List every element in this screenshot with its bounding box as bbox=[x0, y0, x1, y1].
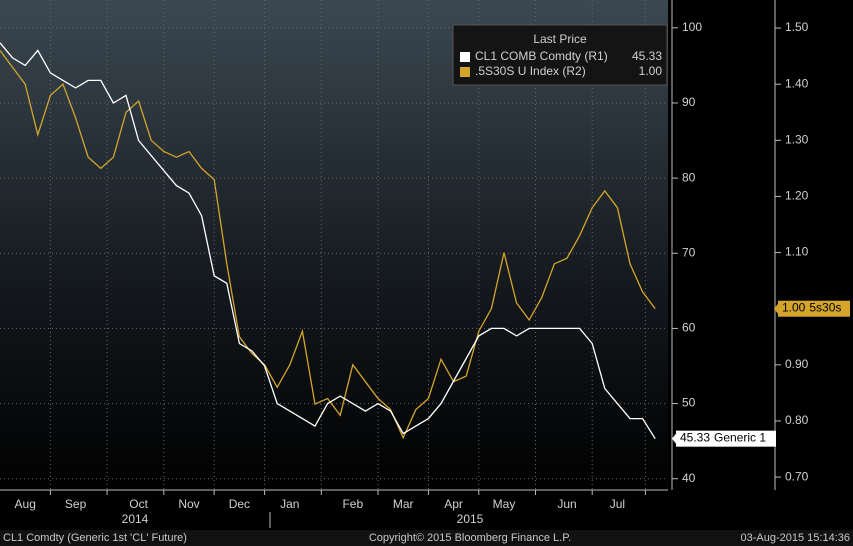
y-tick-label: 60 bbox=[682, 321, 696, 335]
plot bbox=[0, 0, 668, 490]
end-tag-label: 1.00 5s30s bbox=[782, 301, 841, 315]
y-tick-label: 50 bbox=[682, 396, 696, 410]
end-tag bbox=[778, 300, 850, 317]
legend-value: 45.33 bbox=[632, 49, 662, 63]
end-tag-name: Generic 1 bbox=[714, 431, 766, 445]
legend-value: 1.00 bbox=[639, 64, 663, 78]
y-tick-label: 40 bbox=[682, 471, 696, 485]
end-tag bbox=[676, 430, 776, 447]
x-tick-label: Aug bbox=[15, 497, 36, 511]
x-tick-label: Feb bbox=[342, 497, 363, 511]
legend-swatch bbox=[460, 67, 470, 77]
y-tick-label: 70 bbox=[682, 245, 696, 259]
series-line bbox=[0, 42, 656, 440]
y2-tick-label: 1.30 bbox=[785, 132, 809, 146]
year-label: 2015 bbox=[457, 512, 484, 526]
x-tick-label: Jan bbox=[280, 497, 299, 511]
year-label: 2014 bbox=[122, 512, 149, 526]
y-tick-label: 100 bbox=[682, 20, 702, 34]
y2-tick-label: 1.50 bbox=[785, 20, 809, 34]
x-tick-label: Oct bbox=[129, 497, 148, 511]
y-tick-label: 80 bbox=[682, 170, 696, 184]
end-tag-pointer bbox=[774, 303, 778, 314]
x-tick-label: May bbox=[493, 497, 516, 511]
footer-right: 03-Aug-2015 15:14:36 bbox=[741, 532, 850, 544]
x-tick-label: Apr bbox=[444, 497, 463, 511]
x-tick-label: Mar bbox=[393, 497, 414, 511]
footer-left: CL1 Comdty (Generic 1st 'CL' Future) bbox=[3, 532, 187, 544]
y2-tick-label: 1.40 bbox=[785, 76, 809, 90]
legend-box bbox=[452, 24, 668, 86]
y2-tick-label: 0.80 bbox=[785, 413, 809, 427]
legend-swatch bbox=[460, 52, 470, 62]
y2-tick-label: 1.10 bbox=[785, 245, 809, 259]
y2-tick-label: 1.20 bbox=[785, 189, 809, 203]
series-line bbox=[0, 50, 656, 440]
end-tag-label: 45.33 Generic 1 bbox=[680, 431, 766, 445]
end-tag-name: 5s30s bbox=[809, 301, 841, 315]
x-tick-label: Sep bbox=[65, 497, 87, 511]
y2-tick-label: 0.90 bbox=[785, 357, 809, 371]
end-tag-pointer bbox=[672, 433, 676, 444]
legend-label: CL1 COMB Comdty (R1) bbox=[475, 49, 608, 63]
x-tick-label: Jul bbox=[610, 497, 625, 511]
end-tag-value: 45.33 bbox=[680, 431, 710, 445]
y2-tick-label: 0.70 bbox=[785, 469, 809, 483]
legend-label: .5S30S U Index (R2) bbox=[475, 64, 586, 78]
footer-bar bbox=[0, 530, 853, 546]
x-tick-label: Nov bbox=[178, 497, 199, 511]
y-tick-label: 90 bbox=[682, 95, 696, 109]
legend-title: Last Price bbox=[533, 32, 587, 46]
footer-center: Copyright© 2015 Bloomberg Finance L.P. bbox=[369, 532, 571, 544]
x-tick-label: Jun bbox=[557, 497, 576, 511]
x-tick-label: Dec bbox=[229, 497, 250, 511]
end-tag-value: 1.00 bbox=[782, 301, 806, 315]
